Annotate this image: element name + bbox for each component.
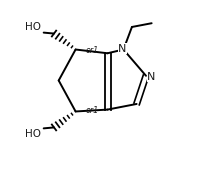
Text: HO: HO: [25, 22, 41, 32]
Text: or1: or1: [86, 46, 99, 55]
Text: N: N: [118, 44, 127, 54]
Text: or1: or1: [86, 106, 99, 115]
Text: HO: HO: [25, 129, 41, 139]
Text: N: N: [147, 72, 155, 82]
